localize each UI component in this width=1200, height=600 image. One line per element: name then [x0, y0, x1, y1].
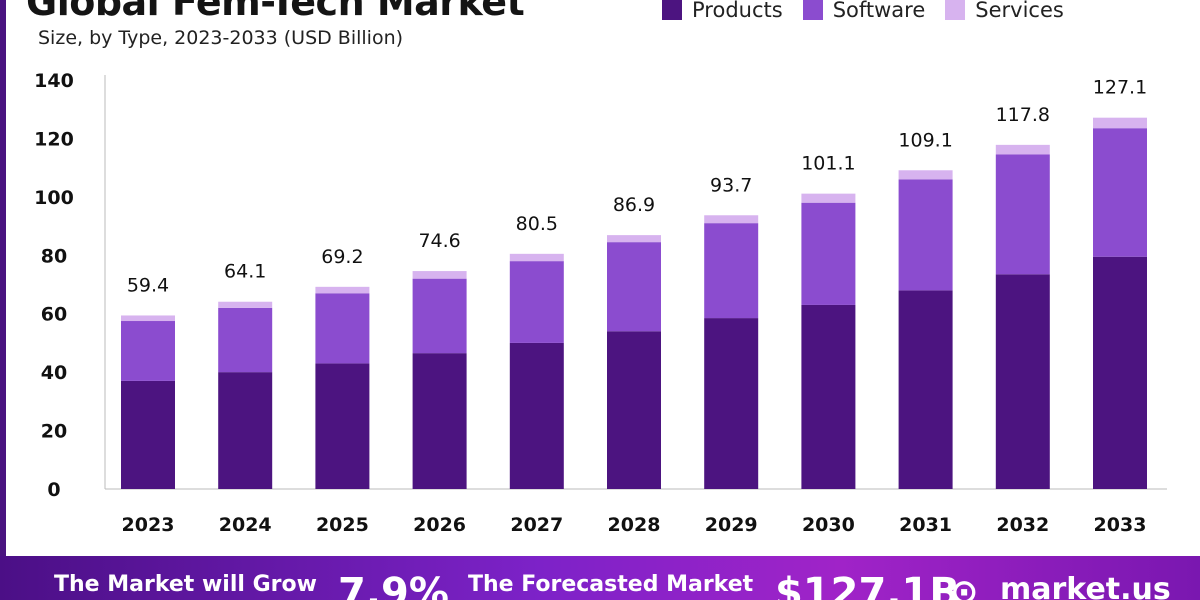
x-tick-label-2025: 2025	[316, 514, 369, 536]
footer-growth-label: The Market will Grow	[54, 572, 317, 597]
y-tick-label: 120	[34, 128, 74, 150]
data-label-total-2030: 101.1	[801, 153, 855, 175]
bar-products-2030	[801, 304, 856, 489]
bar-products-2031	[898, 290, 953, 489]
x-tick-label-2028: 2028	[608, 514, 661, 536]
x-tick-label-2030: 2030	[802, 514, 855, 536]
bar-products-2024	[218, 372, 273, 489]
bar-services-2025	[315, 286, 370, 294]
y-tick-label: 80	[41, 245, 67, 267]
data-label-total-2023: 59.4	[127, 274, 169, 296]
footer-cagr-value: 7.9%	[338, 570, 449, 600]
x-tick-label-2026: 2026	[413, 514, 466, 536]
x-tick-label-2032: 2032	[996, 514, 1049, 536]
bar-products-2025	[315, 363, 370, 489]
legend-label-software: Software	[832, 0, 926, 22]
data-label-total-2029: 93.7	[710, 174, 752, 196]
bar-products-2032	[995, 274, 1050, 489]
bar-services-2023	[121, 315, 175, 322]
bar-software-2033	[1093, 128, 1147, 257]
bar-products-2029	[704, 318, 759, 489]
bar-software-2032	[995, 154, 1050, 275]
bar-software-2027	[509, 261, 564, 343]
bar-products-2027	[509, 342, 564, 489]
bar-software-2030	[801, 202, 856, 305]
bar-services-2030	[801, 193, 856, 203]
footer-forecast-value: $127.1B	[775, 570, 960, 600]
y-tick-label: 20	[41, 421, 67, 443]
bar-software-2025	[315, 293, 370, 364]
legend-swatch-products	[662, 0, 682, 20]
bar-software-2024	[218, 307, 273, 373]
x-tick-label-2033: 2033	[1094, 514, 1147, 536]
bar-software-2026	[412, 278, 467, 354]
bar-software-2029	[704, 223, 759, 319]
data-label-total-2024: 64.1	[224, 261, 266, 283]
bar-services-2026	[412, 271, 467, 279]
bar-products-2028	[607, 331, 661, 489]
legend-label-services: Services	[975, 0, 1064, 22]
x-tick-label-2031: 2031	[899, 514, 952, 536]
legend-label-products: Products	[692, 0, 783, 22]
x-tick-label-2023: 2023	[122, 514, 175, 536]
chart-subtitle: Size, by Type, 2023-2033 (USD Billion)	[38, 27, 404, 49]
x-tick-label-2029: 2029	[705, 514, 758, 536]
y-tick-label: 100	[34, 187, 74, 209]
y-tick-label: 140	[34, 70, 74, 92]
data-label-total-2028: 86.9	[613, 194, 655, 216]
bar-services-2032	[995, 144, 1050, 155]
bar-services-2029	[704, 215, 759, 224]
bar-services-2024	[218, 301, 273, 308]
data-label-total-2031: 109.1	[898, 129, 952, 151]
data-label-total-2025: 69.2	[321, 246, 363, 268]
y-tick-label: 60	[41, 304, 67, 326]
legend-item-software: Software	[802, 0, 926, 22]
footer-banner: The Market will Grow 7.9% The Forecasted…	[0, 556, 1200, 600]
bar-services-2027	[509, 253, 564, 262]
bar-services-2033	[1093, 117, 1147, 129]
footer-brand: market.us	[1000, 572, 1171, 600]
legend-swatch-software	[802, 0, 823, 20]
data-label-total-2026: 74.6	[418, 230, 460, 252]
data-label-total-2027: 80.5	[516, 213, 558, 235]
legend-swatch-services	[945, 0, 966, 20]
bar-products-2023	[121, 380, 175, 489]
bar-software-2028	[607, 242, 661, 332]
chart-legend: Products Software Services	[662, 0, 1084, 22]
stacked-bar-chart: 0 20 40 60 80 100 120 140 59.4 2023 64.1 2024 69.2 20…	[34, 70, 1167, 536]
x-tick-label-2027: 2027	[510, 514, 563, 536]
y-tick-label: 0	[47, 479, 60, 501]
bar-products-2033	[1093, 256, 1147, 489]
bar-software-2031	[898, 179, 953, 291]
bar-products-2026	[412, 353, 467, 489]
legend-item-products: Products	[662, 0, 783, 22]
chart-title: Global Fem-Tech Market	[26, 0, 525, 24]
bar-software-2023	[121, 321, 175, 381]
bar-services-2031	[898, 170, 953, 180]
bar-services-2028	[607, 235, 661, 243]
left-accent-rule	[0, 0, 6, 556]
market-us-logo-icon: ⊙	[950, 572, 979, 600]
legend-item-services: Services	[945, 0, 1064, 22]
data-label-total-2032: 117.8	[996, 104, 1050, 126]
footer-forecast-label: The Forecasted Market	[468, 572, 754, 597]
y-tick-label: 40	[41, 362, 67, 384]
x-tick-label-2024: 2024	[219, 514, 272, 536]
data-label-total-2033: 127.1	[1093, 77, 1147, 99]
